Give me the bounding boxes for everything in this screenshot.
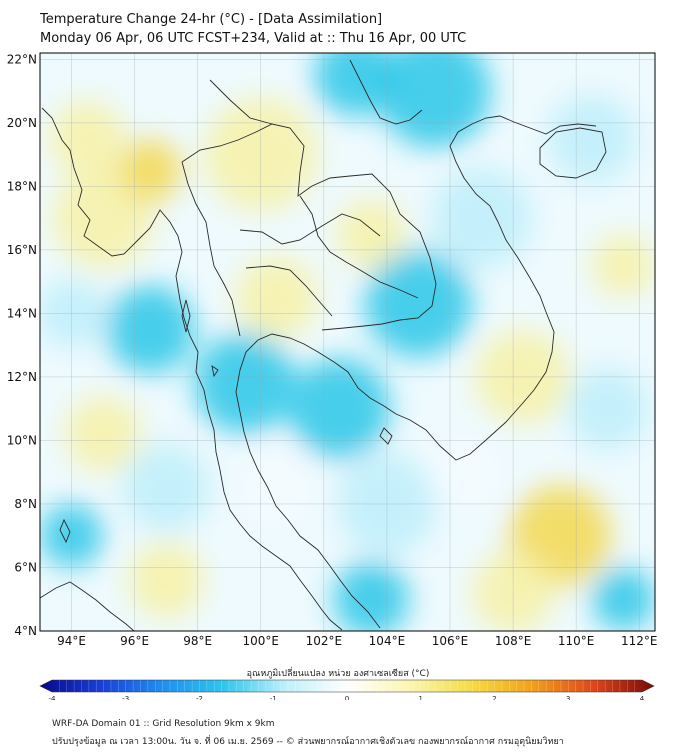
lon-tick-label: 104°E — [369, 634, 406, 648]
lon-tick-label: 96°E — [120, 634, 149, 648]
lat-tick-label: 10°N — [7, 433, 37, 447]
colorbar: -4 -3 -2 -1 0 1 2 3 4 — [39, 679, 655, 700]
colorbar-tick-label: 1 — [419, 695, 423, 700]
lon-tick-label: 98°E — [183, 634, 212, 648]
colorbar-tick-label: -4 — [49, 695, 57, 700]
temperature-blob-neutral — [427, 434, 504, 511]
lat-tick-label: 14°N — [7, 306, 37, 320]
temperature-blob-neutral — [238, 450, 315, 526]
colorbar-tick-label: 4 — [640, 695, 645, 700]
colorbar-tick-label: 3 — [566, 695, 570, 700]
temperature-blob-cool — [431, 167, 532, 269]
temperature-blob-cold — [333, 561, 409, 631]
colorbar-tick-label: 0 — [345, 695, 349, 700]
latitude-labels: 4°N 6°N 8°N 10°N 12°N 14°N 16°N 18°N 20°N 22°N — [7, 52, 37, 638]
colorbar-tick-label: -3 — [122, 695, 129, 700]
colorbar-tick-label: -1 — [270, 695, 277, 700]
temperature-blob-cold — [289, 358, 391, 460]
colorbar-tick-label: -2 — [196, 695, 203, 700]
colorbar-tick-label: 2 — [492, 695, 496, 700]
lat-tick-label: 22°N — [7, 52, 37, 66]
footer-credit: ปรับปรุงข้อมูล ณ เวลา 13:00น. วัน จ. ที่… — [52, 737, 564, 747]
temperature-blob-warm — [591, 234, 655, 298]
longitude-labels: 94°E 96°E 98°E 100°E 102°E 104°E 106°E 108°E 110… — [57, 634, 657, 648]
plot-frame — [39, 52, 656, 632]
temperature-blob-warm — [65, 396, 141, 472]
lon-tick-label: 94°E — [57, 634, 86, 648]
temperature-blob-hot — [118, 138, 182, 203]
lon-tick-label: 112°E — [621, 634, 658, 648]
temperature-blob-cold — [314, 53, 397, 117]
temperature-blob-warm — [49, 100, 126, 177]
coastlines — [40, 59, 607, 631]
lat-tick-label: 12°N — [7, 370, 37, 384]
temperature-blob-cold — [591, 567, 655, 631]
chart-title: Temperature Change 24-hr (°C) - [Data As… — [40, 12, 383, 27]
lat-tick-label: 20°N — [7, 116, 37, 130]
lat-tick-label: 16°N — [7, 243, 37, 257]
lat-tick-label: 18°N — [7, 179, 37, 193]
lon-tick-label: 108°E — [495, 634, 532, 648]
temperature-blob-cold — [194, 332, 296, 434]
temperature-blob-cool — [566, 367, 649, 450]
footer-model-info: WRF-DA Domain 01 :: Grid Resolution 9km … — [52, 719, 275, 729]
lon-tick-label: 102°E — [306, 634, 343, 648]
temperature-field — [40, 53, 655, 631]
lon-tick-label: 110°E — [558, 634, 595, 648]
temperature-blob-cool — [121, 443, 211, 533]
lon-tick-label: 106°E — [432, 634, 469, 648]
temperature-blob-cold — [364, 250, 473, 358]
temperature-blob-cold — [106, 285, 195, 374]
weather-map: 4°N 6°N 8°N 10°N 12°N 14°N 16°N 18°N 20°N 22°N 94… — [7, 52, 658, 700]
temperature-blob-warm — [235, 256, 318, 339]
lat-tick-label: 8°N — [14, 497, 37, 511]
temperature-blob-cool — [547, 94, 637, 183]
temperature-blob-cold — [377, 53, 491, 148]
temperature-blob-warm — [336, 199, 406, 269]
colorbar-label: อุณหภูมิเปลี่ยนแปลง หน่วย องศาเซลเซียส (… — [246, 669, 430, 679]
temperature-blob-warm — [128, 542, 204, 619]
chart-subtitle: Monday 06 Apr, 06 UTC FCST+234, Valid at… — [40, 31, 467, 46]
lat-tick-label: 6°N — [14, 560, 37, 574]
lat-tick-label: 4°N — [14, 624, 37, 638]
lon-tick-label: 100°E — [243, 634, 280, 648]
